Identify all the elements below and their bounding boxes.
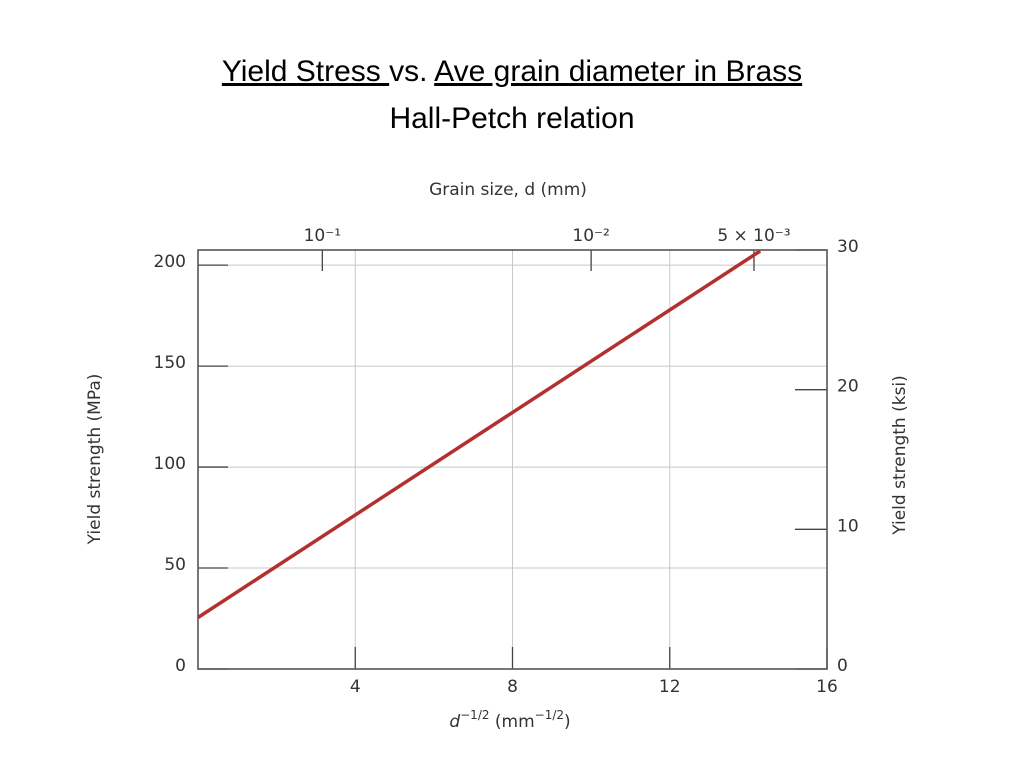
slide-title: Yield Stress vs. Ave grain diameter in B… (222, 55, 802, 88)
x2-tick-label: 10⁻¹ (304, 226, 341, 246)
x-label-unit: (mm (490, 712, 535, 732)
x2-tick-label: 10⁻² (572, 226, 609, 246)
x-axis-label: d−1/2 (mm−1/2) (449, 708, 570, 733)
x-label-close: ) (564, 712, 571, 732)
x-label-exp: −1/2 (460, 708, 489, 722)
x-tick-label: 12 (659, 677, 681, 697)
y2-tick-label: 30 (837, 237, 859, 257)
x-tick-label: 4 (350, 677, 361, 697)
x2-tick-label: 5 × 10⁻³ (717, 226, 790, 246)
x2-axis-label: Grain size, d (mm) (429, 180, 587, 200)
data-line (197, 249, 762, 619)
x-label-unit-exp: −1/2 (535, 708, 564, 722)
x-label-base: d (449, 712, 460, 732)
y2-tick-label: 10 (837, 516, 859, 536)
title-segment: Yield Stress (222, 55, 389, 88)
y2-tick-label: 0 (837, 656, 848, 676)
plot-frame (197, 249, 828, 670)
x-tick-label: 8 (507, 677, 518, 697)
y2-tick-label: 20 (837, 377, 859, 397)
title-segment: vs. (389, 55, 434, 88)
y-tick-label: 150 (154, 353, 186, 373)
title-segment: Ave grain diameter in Brass (434, 55, 802, 88)
y-tick-label: 50 (164, 555, 186, 575)
x-tick-label: 16 (816, 677, 838, 697)
y-axis-label: Yield strength (MPa) (85, 374, 105, 546)
y-tick-label: 0 (175, 656, 186, 676)
slide-subtitle: Hall-Petch relation (389, 102, 634, 135)
y2-axis-label: Yield strength (ksi) (890, 375, 910, 536)
y-tick-label: 200 (154, 252, 186, 272)
y-tick-label: 100 (154, 454, 186, 474)
